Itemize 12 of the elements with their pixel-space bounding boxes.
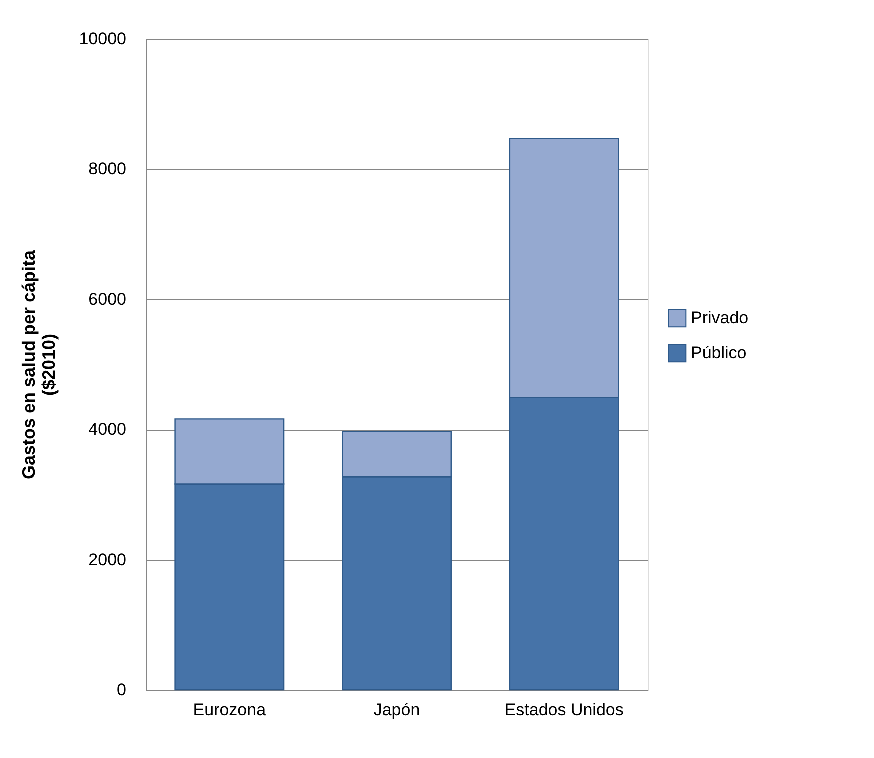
legend-label: Público xyxy=(691,344,747,362)
x-tick-label: Estados Unidos xyxy=(504,700,624,720)
y-tick-label: 4000 xyxy=(88,420,126,440)
y-tick-label: 0 xyxy=(117,680,126,700)
y-tick-label: 8000 xyxy=(88,160,126,179)
y-tick-label: 10000 xyxy=(79,30,126,48)
y-tick-label: 2000 xyxy=(88,550,126,570)
x-tick-label: Eurozona xyxy=(193,700,267,720)
x-tick-label: Japón xyxy=(374,700,420,720)
y-axis-title: Gastos en salud per cápita ($2010) xyxy=(19,249,60,480)
legend-label: Privado xyxy=(691,308,749,328)
y-tick-label: 6000 xyxy=(88,290,126,309)
